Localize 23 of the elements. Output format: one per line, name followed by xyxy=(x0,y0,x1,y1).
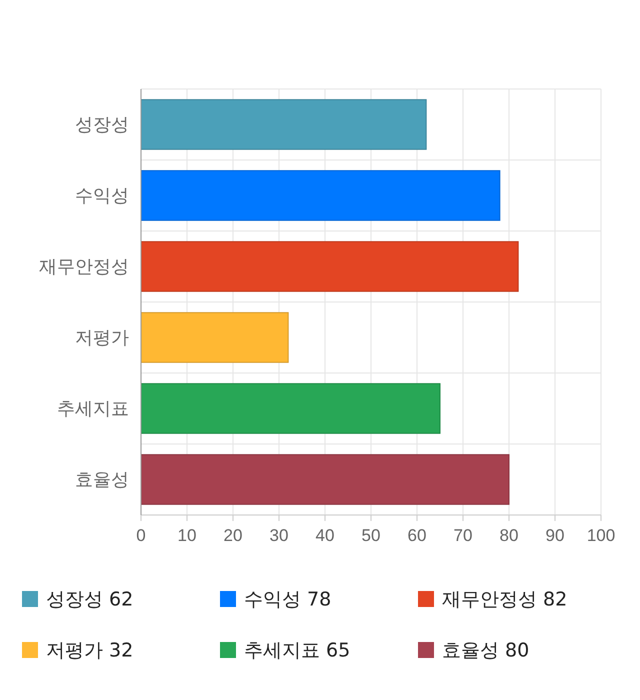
legend-label: 재무안정성 82 xyxy=(442,588,568,611)
legend-label: 저평가 32 xyxy=(46,640,134,662)
x-tick-label: 90 xyxy=(546,526,564,545)
y-tick-label: 저평가 xyxy=(75,327,129,348)
legend-label: 추세지표 65 xyxy=(244,640,350,662)
x-tick-label: 60 xyxy=(408,526,426,545)
legend-label: 효율성 80 xyxy=(442,640,530,662)
x-tick-label: 0 xyxy=(136,526,146,545)
x-tick-label: 40 xyxy=(316,526,334,545)
x-tick-label: 80 xyxy=(500,526,518,545)
y-tick-label: 재무안정성 xyxy=(39,256,129,276)
x-tick-label: 70 xyxy=(454,526,472,545)
y-tick-label: 수익성 xyxy=(75,185,129,206)
x-tick-label: 30 xyxy=(270,526,288,545)
y-tick-label: 추세지표 xyxy=(57,398,129,418)
x-tick-label: 50 xyxy=(362,526,380,545)
x-tick-label: 10 xyxy=(178,526,196,545)
y-tick-label: 효율성 xyxy=(75,469,129,490)
y-tick-label: 성장성 xyxy=(75,114,129,134)
x-tick-label: 20 xyxy=(224,526,242,545)
legend-label: 수익성 78 xyxy=(244,588,332,611)
legend-label: 성장성 62 xyxy=(46,588,134,611)
x-tick-label: 100 xyxy=(586,526,616,545)
